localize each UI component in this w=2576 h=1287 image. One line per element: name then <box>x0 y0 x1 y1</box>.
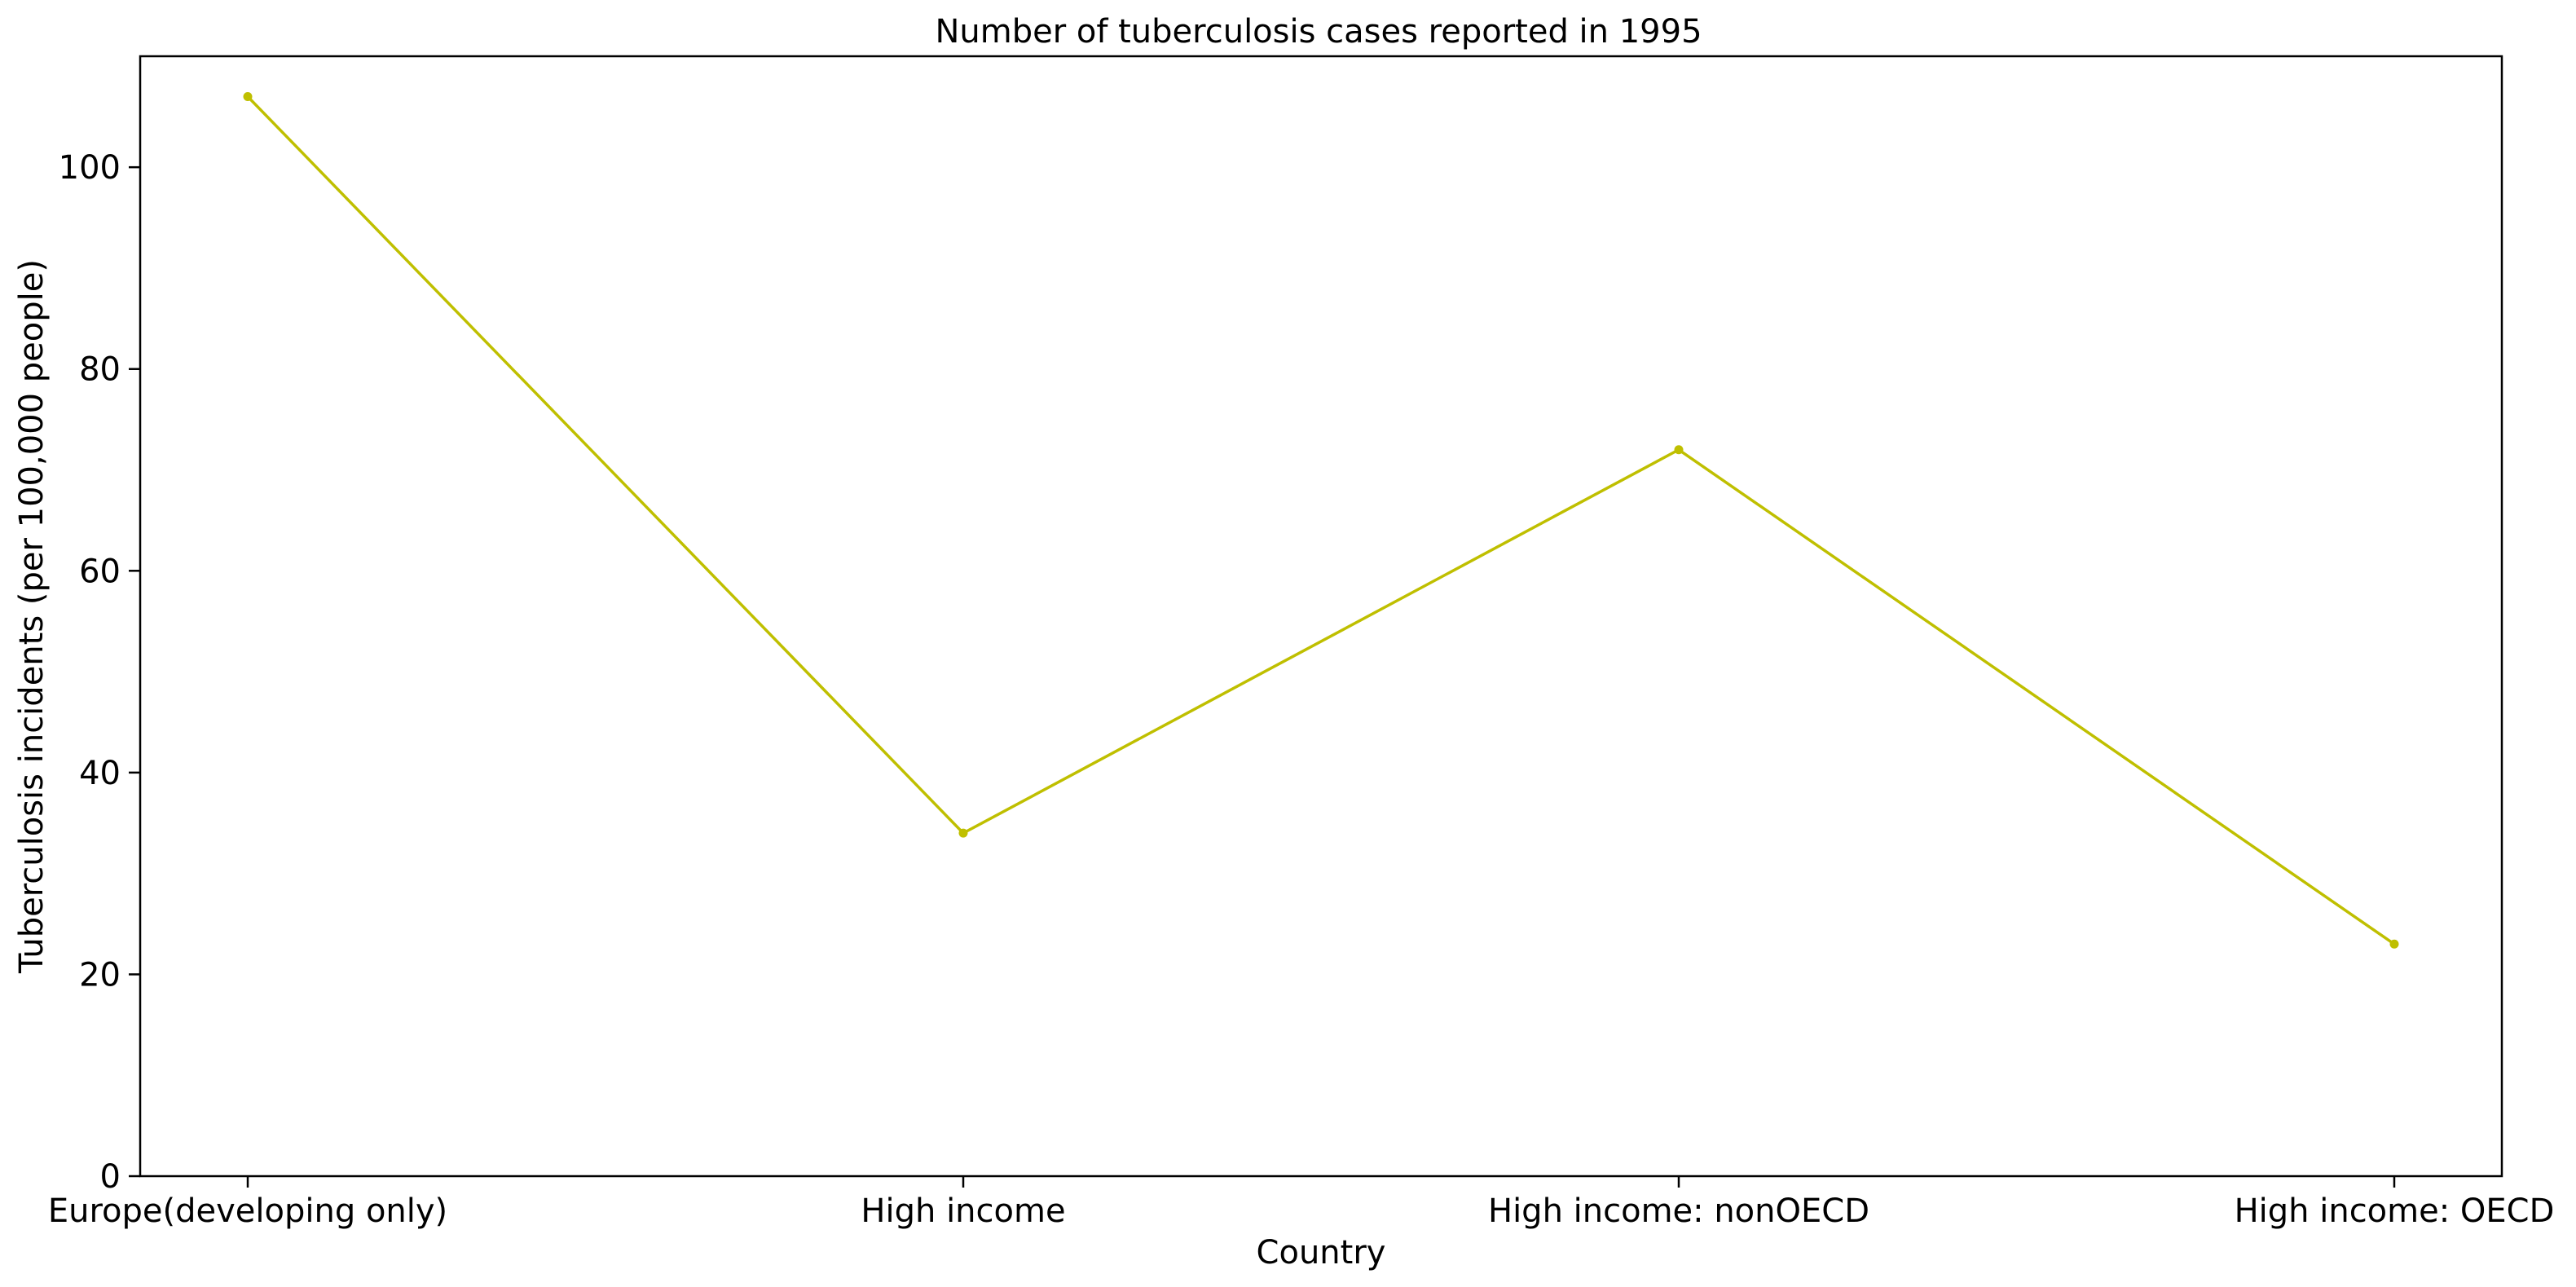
plot-area <box>243 92 2399 949</box>
x-tick-label: High income: OECD <box>2235 1192 2555 1230</box>
plot-frame <box>139 55 2503 1178</box>
y-tick-label: 100 <box>59 149 121 187</box>
data-point <box>2389 939 2399 949</box>
y-tick-label: 80 <box>79 351 121 389</box>
x-tick-label: High income <box>861 1192 1065 1230</box>
series-line <box>246 95 2395 945</box>
x-tick-label: High income: nonOECD <box>1488 1192 1869 1230</box>
y-tick-label: 40 <box>79 755 121 792</box>
chart-title: Number of tuberculosis cases reported in… <box>935 13 1702 51</box>
data-point <box>1674 445 1684 455</box>
x-axis-label: Country <box>1257 1234 1386 1272</box>
x-tick-label: Europe(developing only) <box>48 1192 447 1230</box>
data-point <box>243 92 253 102</box>
data-point <box>958 828 968 838</box>
y-tick-label: 20 <box>79 956 121 994</box>
y-tick-label: 60 <box>79 553 121 590</box>
y-tick-label: 0 <box>100 1158 121 1196</box>
y-axis-label: Tuberculosis incidents (per 100,000 peop… <box>13 259 51 974</box>
y-axis: 0 20 40 60 80 100 <box>59 149 140 1196</box>
x-axis: Europe(developing only) High income High i… <box>48 1176 2555 1230</box>
